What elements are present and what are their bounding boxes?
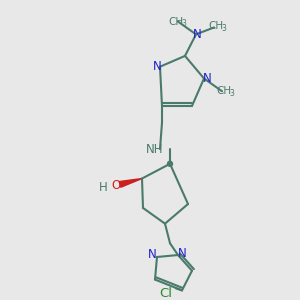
Text: N: N bbox=[153, 60, 161, 73]
Text: O: O bbox=[111, 179, 121, 192]
Text: CH: CH bbox=[168, 16, 184, 27]
Text: 3: 3 bbox=[230, 89, 234, 98]
Polygon shape bbox=[119, 178, 142, 187]
Text: N: N bbox=[178, 247, 186, 260]
Text: CH: CH bbox=[208, 22, 224, 32]
Text: N: N bbox=[148, 248, 156, 261]
Text: NH: NH bbox=[146, 142, 164, 156]
Text: 3: 3 bbox=[222, 24, 226, 33]
Text: N: N bbox=[202, 72, 211, 85]
Text: 3: 3 bbox=[182, 19, 186, 28]
Text: Cl: Cl bbox=[160, 287, 172, 300]
Text: H: H bbox=[99, 181, 107, 194]
Circle shape bbox=[167, 161, 172, 166]
Text: N: N bbox=[193, 28, 201, 41]
Text: CH: CH bbox=[216, 86, 232, 96]
